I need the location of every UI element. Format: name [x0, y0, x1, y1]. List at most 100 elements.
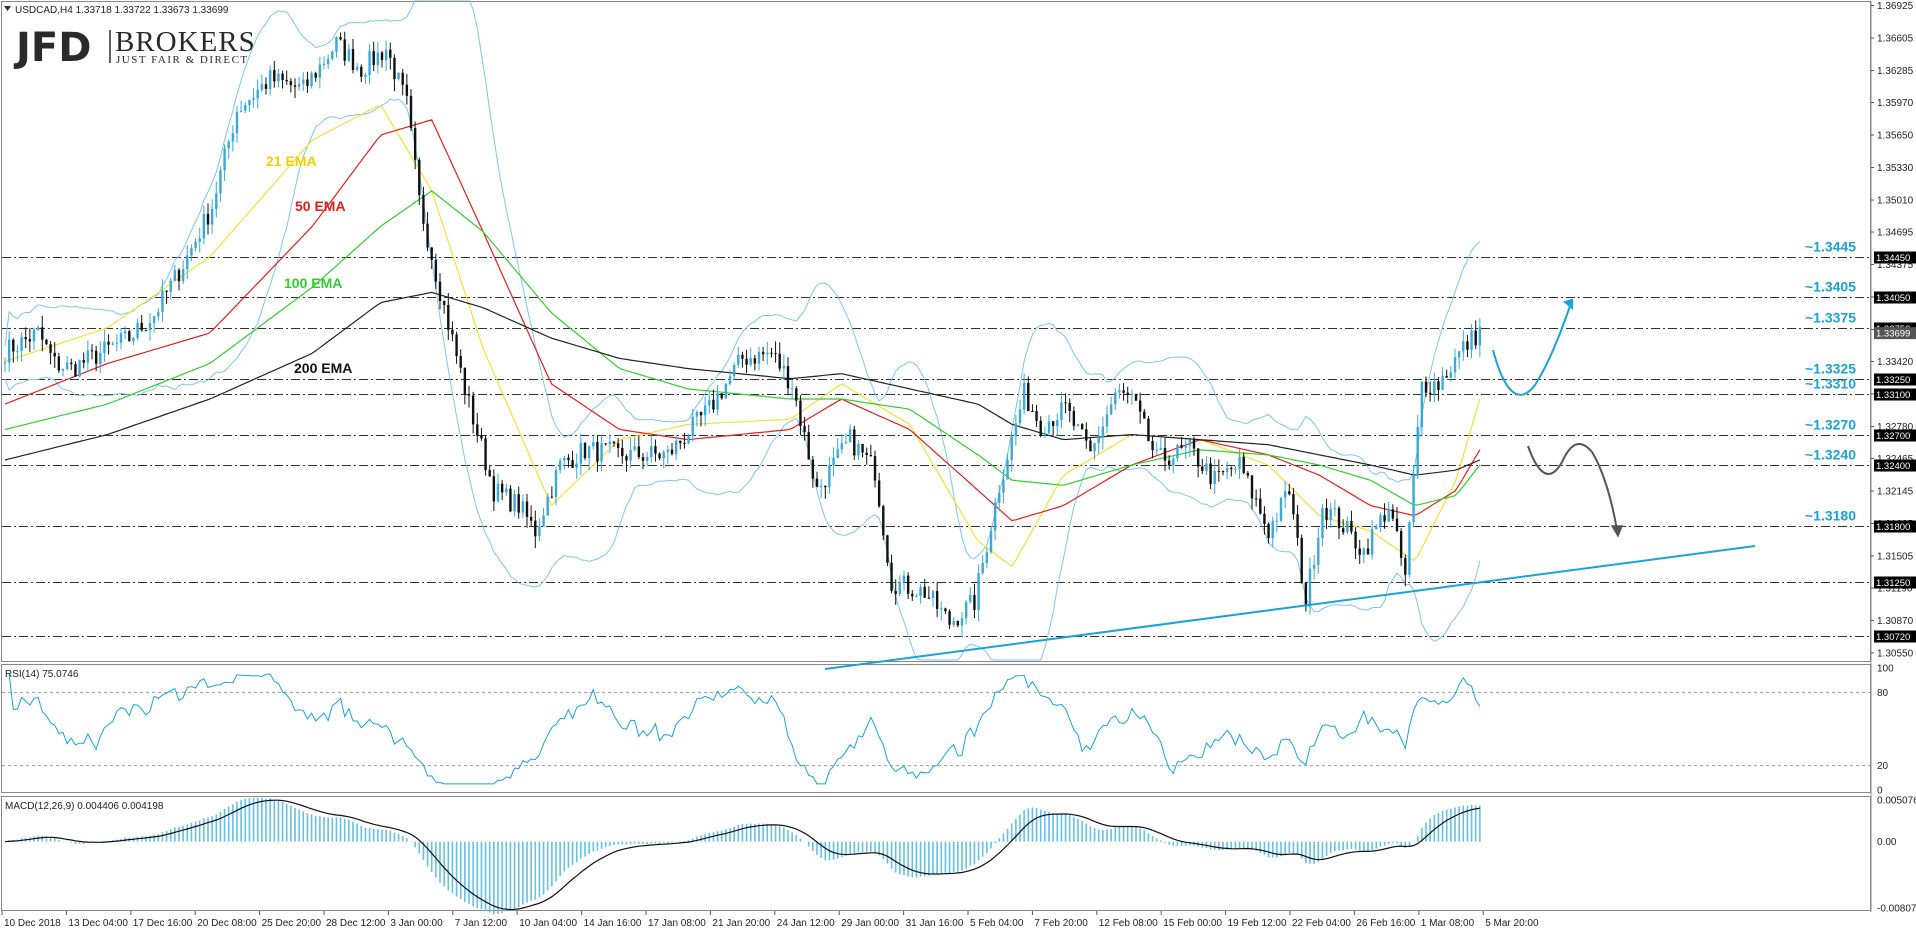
- candle-body-29: [123, 331, 127, 334]
- candle-body-121: [505, 488, 508, 493]
- triangle-down-icon[interactable]: [4, 6, 11, 11]
- ema-line-2: [4, 190, 1481, 506]
- candle-body-183: [761, 351, 765, 355]
- rsi-tick-20: 20: [1877, 761, 1889, 772]
- time-label-20: 22 Feb 04:00: [1292, 918, 1351, 929]
- candle-body-135: [563, 457, 566, 461]
- candle-body-34: [144, 330, 148, 332]
- candle-body-56: [235, 111, 239, 134]
- candle-body-215: [894, 591, 897, 595]
- candle-body-338: [1404, 557, 1407, 575]
- candle-body-87: [364, 75, 367, 77]
- level-price-boxes: 1.344501.340501.337501.332501.331001.327…: [1874, 251, 1916, 643]
- candle-body-58: [244, 105, 247, 111]
- candle-body-269: [1118, 390, 1121, 393]
- candle-body-344: [1428, 392, 1432, 394]
- level-box-1: [1874, 291, 1916, 304]
- candle-body-37: [157, 312, 160, 317]
- candle-body-83: [347, 49, 351, 61]
- candle-body-291: [1209, 463, 1212, 485]
- candle-body-309: [1283, 491, 1287, 498]
- time-label-19: 19 Feb 12:00: [1228, 918, 1287, 929]
- current-price-box: [1874, 327, 1916, 340]
- candle-body-148: [616, 443, 620, 448]
- candle-body-10: [45, 339, 48, 345]
- trendline: [824, 545, 1756, 670]
- candle-body-278: [1155, 449, 1158, 451]
- candle-body-176: [732, 365, 736, 377]
- candle-body-41: [173, 270, 177, 281]
- price-tick-label-3: 1.35970: [1877, 98, 1914, 109]
- candle-body-97: [405, 84, 409, 96]
- bull-scenario-arrow: [1492, 305, 1571, 396]
- candle-body-47: [198, 238, 201, 242]
- price-axis: 1.36925 1.36605 1.36285 1.35970 1.35650 1.353…: [1870, 1, 1914, 912]
- candle-body-315: [1308, 568, 1312, 607]
- candle-body-239: [993, 502, 997, 531]
- candle-body-118: [492, 476, 496, 502]
- candle-body-319: [1325, 507, 1328, 521]
- candle-body-325: [1350, 521, 1353, 532]
- macd-tick-2: -0.008074: [1877, 904, 1916, 915]
- time-label-18: 15 Feb 00:00: [1163, 918, 1222, 929]
- price-tick-label-7: 1.34695: [1877, 227, 1914, 238]
- candle-body-265: [1101, 426, 1105, 438]
- candle-body-320: [1329, 508, 1332, 521]
- candle-body-290: [1205, 463, 1208, 471]
- candle-body-219: [911, 593, 914, 597]
- candle-body-48: [202, 213, 206, 239]
- level-label-4: ~1.3310: [1805, 376, 1856, 392]
- candle-body-52: [219, 170, 222, 194]
- candle-body-108: [451, 329, 454, 335]
- candle-body-287: [1192, 439, 1196, 449]
- candle-body-301: [1250, 475, 1254, 499]
- candle-body-5: [24, 337, 27, 340]
- candle-body-123: [513, 494, 516, 512]
- candle-body-64: [268, 70, 272, 89]
- candle-body-18: [78, 360, 81, 377]
- candle-body-130: [542, 515, 545, 527]
- candle-body-44: [186, 255, 189, 270]
- candle-body-169: [703, 405, 707, 416]
- time-label-6: 3 Jan 00:00: [390, 918, 443, 929]
- candle-body-72: [302, 79, 305, 84]
- candle-body-127: [529, 516, 533, 521]
- candle-body-113: [471, 395, 475, 425]
- candlesticks: [3, 31, 1482, 638]
- candle-body-229: [952, 620, 955, 625]
- candle-body-156: [650, 446, 653, 458]
- macd-panel: 0.005076 0.00 -0.008074: [4, 796, 1916, 915]
- candle-body-92: [384, 49, 388, 61]
- time-label-13: 29 Jan 00:00: [841, 918, 899, 929]
- macd-tick-0: 0.005076: [1877, 796, 1916, 807]
- current-price-text: 1.33699: [1876, 329, 1910, 340]
- candle-body-227: [944, 608, 947, 612]
- level-label-0: ~1.3445: [1805, 239, 1856, 255]
- candle-body-68: [285, 79, 288, 82]
- candle-body-147: [612, 441, 616, 444]
- candle-body-61: [256, 89, 259, 99]
- candle-body-3: [16, 350, 19, 352]
- candle-body-322: [1337, 508, 1341, 529]
- candle-body-161: [670, 449, 674, 454]
- price-tick-label-20: 1.30550: [1877, 648, 1914, 659]
- chart-header[interactable]: USDCAD,H4 1.33718 1.33722 1.33673 1.3369…: [4, 5, 229, 16]
- candle-body-324: [1346, 521, 1349, 533]
- candle-body-207: [861, 443, 864, 453]
- candle-body-303: [1259, 498, 1262, 514]
- candle-body-337: [1399, 531, 1403, 558]
- level-box-text-9: 1.30720: [1876, 632, 1910, 643]
- rsi-line: [8, 673, 1481, 785]
- candle-body-57: [239, 110, 243, 112]
- candle-body-134: [558, 460, 562, 471]
- bollinger-lower: [4, 98, 1481, 661]
- candle-body-289: [1201, 466, 1204, 471]
- level-box-6: [1874, 459, 1916, 472]
- candle-body-286: [1188, 439, 1192, 446]
- ema-lines: [4, 105, 1481, 568]
- time-label-5: 28 Dec 12:00: [326, 918, 386, 929]
- candle-body-162: [674, 440, 678, 454]
- candle-body-8: [36, 327, 40, 330]
- candle-body-260: [1080, 424, 1084, 430]
